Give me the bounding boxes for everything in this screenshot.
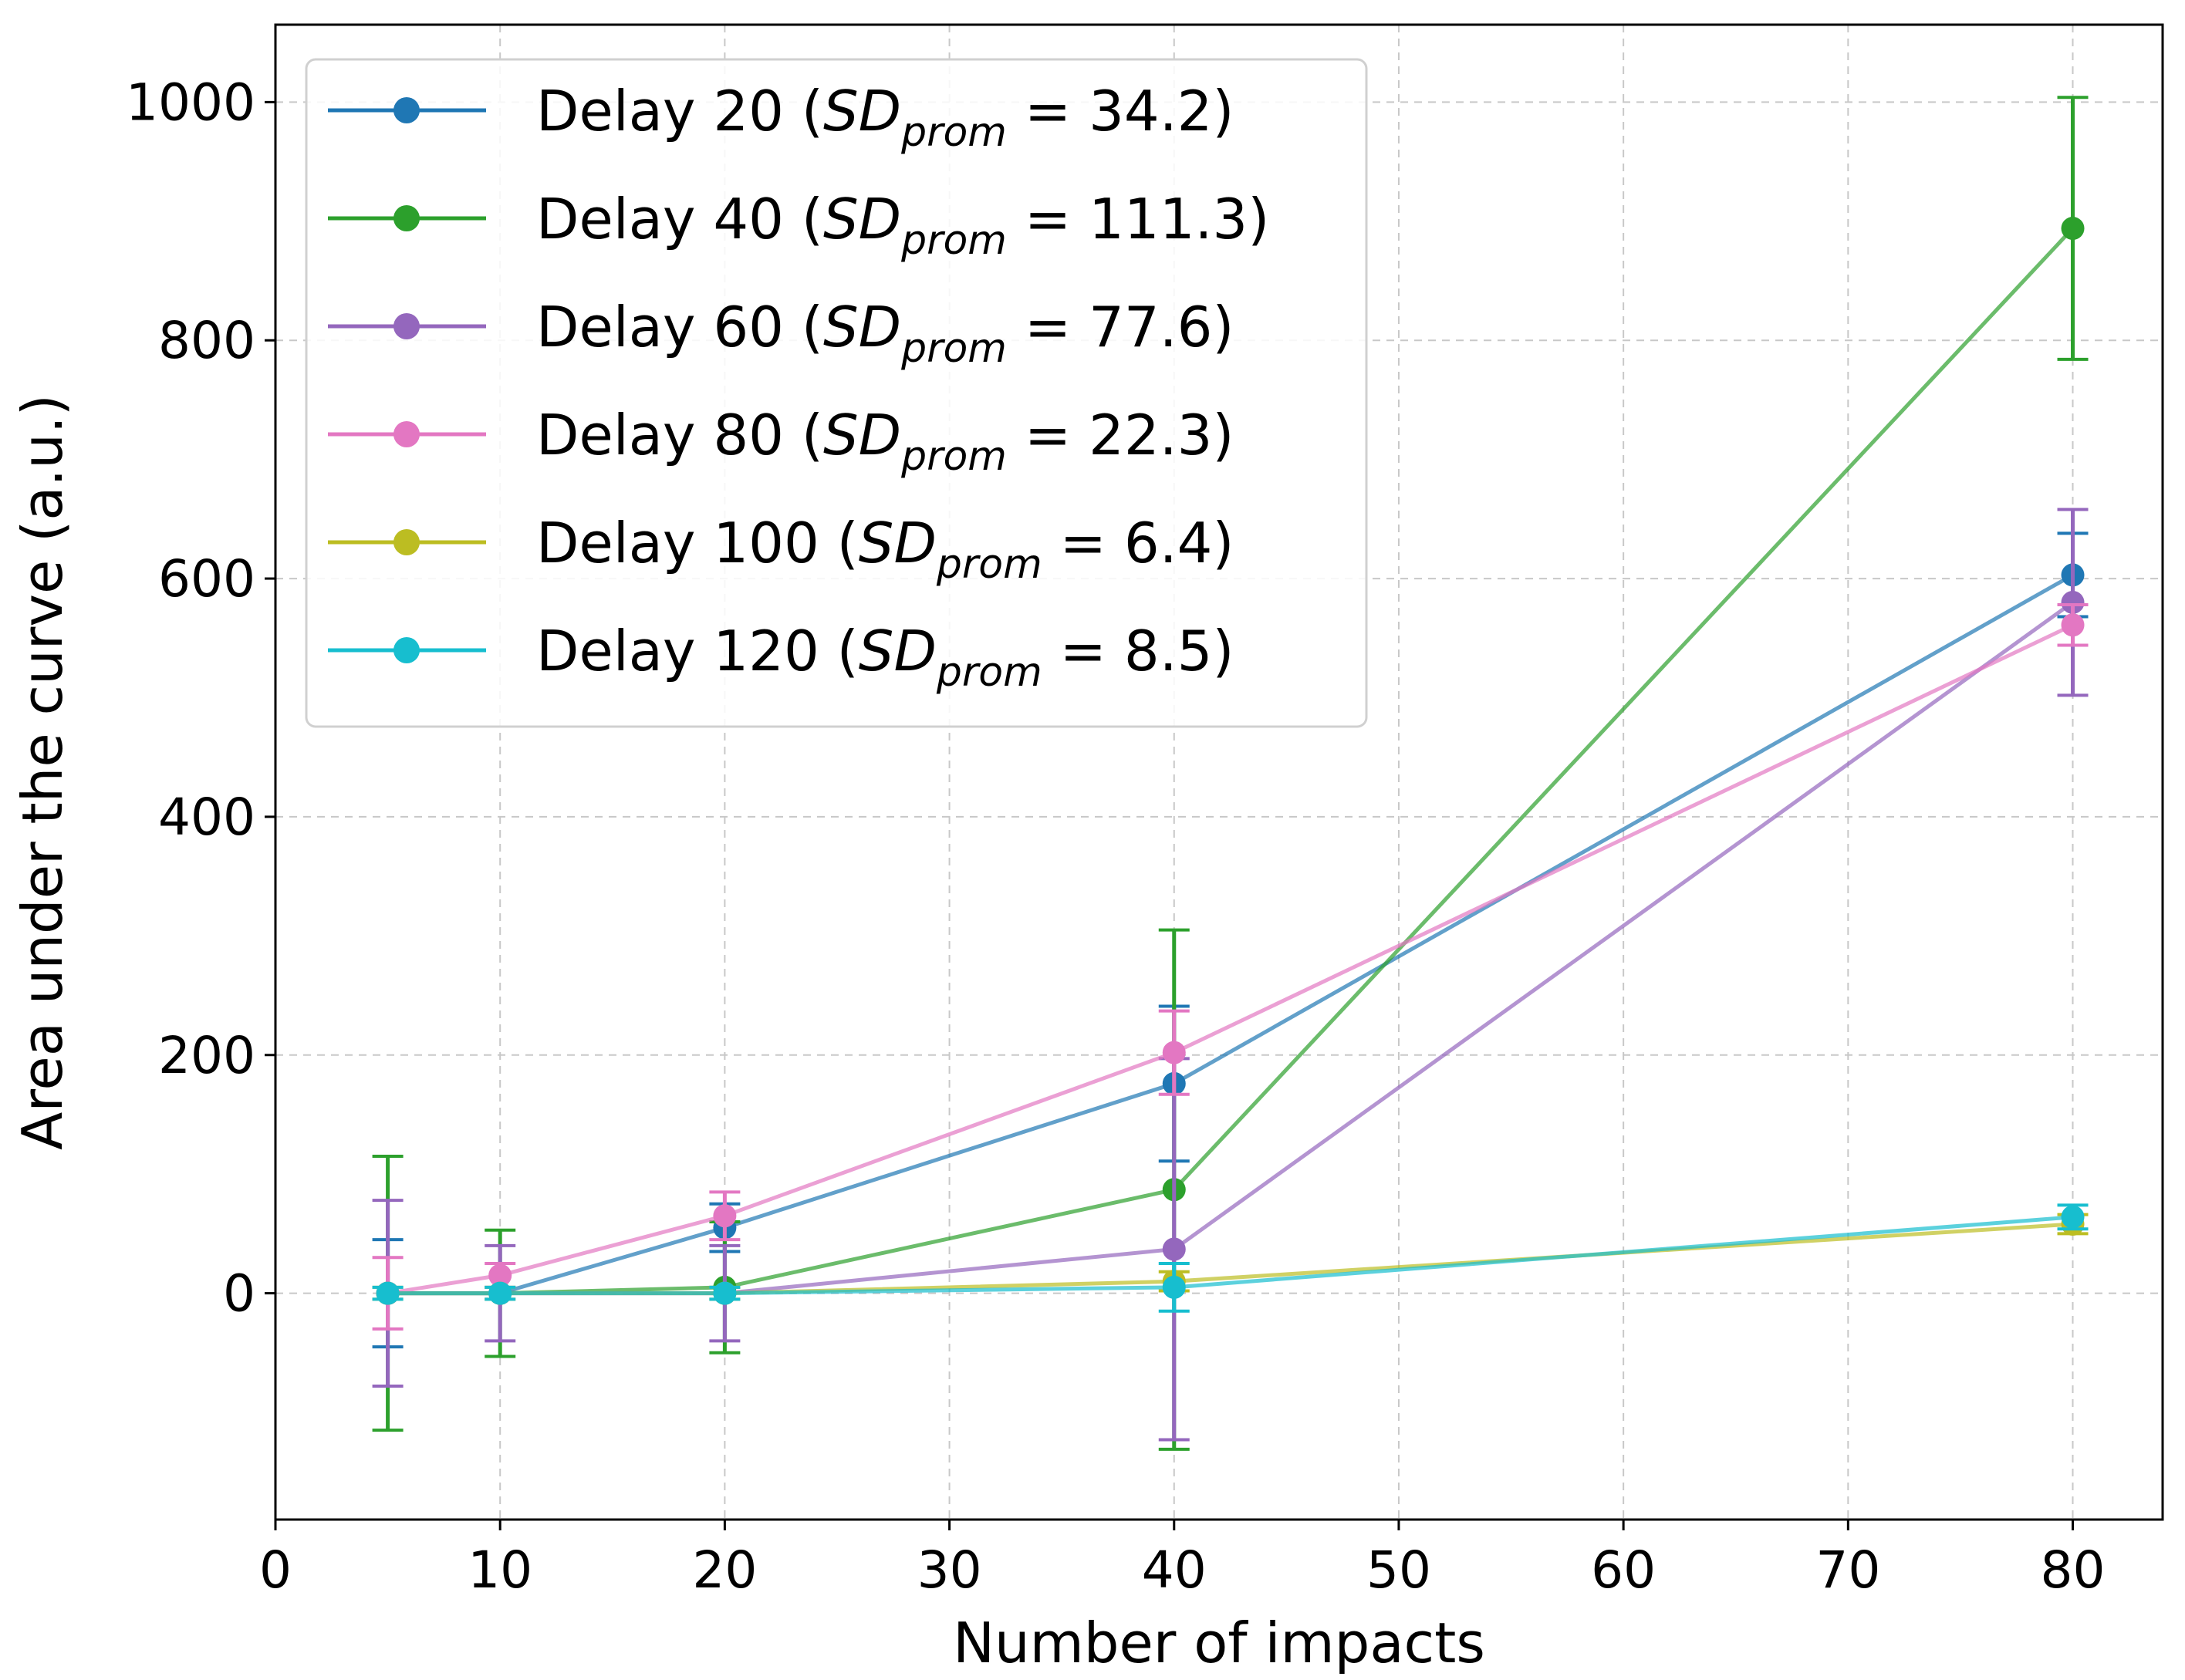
legend-entry-label: Delay 100 (SDprom = 6.4) xyxy=(536,511,1234,588)
data-point xyxy=(1162,1041,1186,1064)
data-point xyxy=(2061,217,2085,241)
legend-swatch-marker xyxy=(393,529,420,555)
y-axis-label: Area under the curve (a.u.) xyxy=(10,394,75,1150)
data-point xyxy=(488,1263,512,1287)
data-point xyxy=(713,1281,737,1305)
series-line xyxy=(387,1215,2073,1296)
data-point xyxy=(2061,613,2085,637)
legend-swatch-marker xyxy=(393,97,420,123)
x-tick-label: 40 xyxy=(1142,1540,1207,1600)
legend-entry-label: Delay 60 (SDprom = 77.6) xyxy=(536,295,1234,372)
data-point xyxy=(2061,590,2085,614)
data-point xyxy=(2061,1205,2085,1229)
x-tick-label: 70 xyxy=(1815,1540,1880,1600)
x-axis-label: Number of impacts xyxy=(953,1611,1485,1675)
data-point xyxy=(1162,1275,1186,1299)
y-tick-label: 1000 xyxy=(126,73,255,132)
x-tick-label: 30 xyxy=(917,1540,982,1600)
legend-swatch-marker xyxy=(393,205,420,231)
y-tick-label: 200 xyxy=(158,1026,255,1085)
x-tick-label: 10 xyxy=(468,1540,532,1600)
y-tick-label: 600 xyxy=(158,549,255,609)
grid xyxy=(275,25,2163,1520)
x-tick-label: 0 xyxy=(259,1540,292,1600)
legend-swatch-marker xyxy=(393,421,420,447)
plot-frame xyxy=(274,23,2164,1521)
y-tick-label: 0 xyxy=(223,1264,255,1324)
legend-entry-label: Delay 80 (SDprom = 22.3) xyxy=(536,403,1234,480)
data-point xyxy=(1162,1237,1186,1261)
x-tick-label: 60 xyxy=(1591,1540,1656,1600)
legend-entry-label: Delay 40 (SDprom = 111.3) xyxy=(536,187,1269,264)
legend-swatch-marker xyxy=(393,637,420,663)
data-point xyxy=(488,1281,512,1305)
data-point xyxy=(376,1281,400,1305)
legend-swatch-marker xyxy=(393,313,420,339)
legend: Delay 20 (SDprom = 34.2) Delay 40 (SDprom… xyxy=(305,58,1368,728)
x-tick-label: 20 xyxy=(692,1540,757,1600)
y-tick-label: 400 xyxy=(158,788,255,847)
legend-box xyxy=(305,58,1368,728)
series-layer xyxy=(372,96,2089,1451)
x-tick-label: 80 xyxy=(2041,1540,2106,1600)
legend-entry-label: Delay 20 (SDprom = 34.2) xyxy=(536,79,1234,156)
data-point xyxy=(713,1204,737,1228)
x-tick-label: 50 xyxy=(1366,1540,1431,1600)
series-delay-120 xyxy=(372,1203,2089,1313)
series-delay-80 xyxy=(372,603,2089,1331)
y-tick-label: 800 xyxy=(158,311,255,370)
legend-entry-label: Delay 120 (SDprom = 8.5) xyxy=(536,619,1234,696)
